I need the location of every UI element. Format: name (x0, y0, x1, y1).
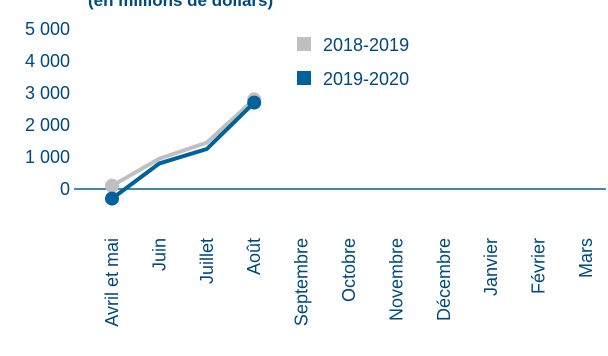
x-axis: Avril et mai Juin Juillet Août Septembre Octo… (102, 238, 596, 327)
y-tick-label: 1 000 (25, 147, 70, 167)
legend-swatch (297, 71, 311, 85)
y-tick-label: 0 (60, 179, 70, 199)
y-tick-label: 5 000 (25, 19, 70, 39)
series-line (110, 97, 257, 188)
y-axis: 5 000 4 000 3 000 2 000 1 000 0 (25, 19, 70, 199)
x-tick-label: Novembre (386, 238, 406, 321)
legend-swatch (297, 37, 311, 51)
x-tick-label: Mars (576, 238, 596, 278)
x-tick-label: Décembre (434, 238, 454, 321)
x-tick-label: Octobre (339, 238, 359, 302)
series-line (110, 100, 257, 201)
x-tick-label: Juin (149, 238, 169, 271)
data-point (105, 191, 119, 206)
x-tick-label: Août (244, 238, 264, 275)
x-tick-label: Juillet (197, 238, 217, 284)
legend-label: 2018-2019 (323, 35, 409, 55)
x-tick-label: Septembre (292, 238, 312, 326)
chart-subtitle: (en millions de dollars) (88, 0, 273, 10)
series-group (105, 92, 262, 206)
y-tick-label: 2 000 (25, 115, 70, 135)
y-tick-label: 4 000 (25, 51, 70, 71)
legend: 2018-2019 2019-2020 (297, 35, 409, 89)
legend-label: 2019-2020 (323, 69, 409, 89)
x-tick-label: Janvier (481, 238, 501, 296)
data-point (105, 178, 119, 193)
x-tick-label: Février (529, 238, 549, 294)
y-tick-label: 3 000 (25, 83, 70, 103)
data-point (247, 95, 262, 110)
x-tick-label: Avril et mai (102, 238, 122, 327)
